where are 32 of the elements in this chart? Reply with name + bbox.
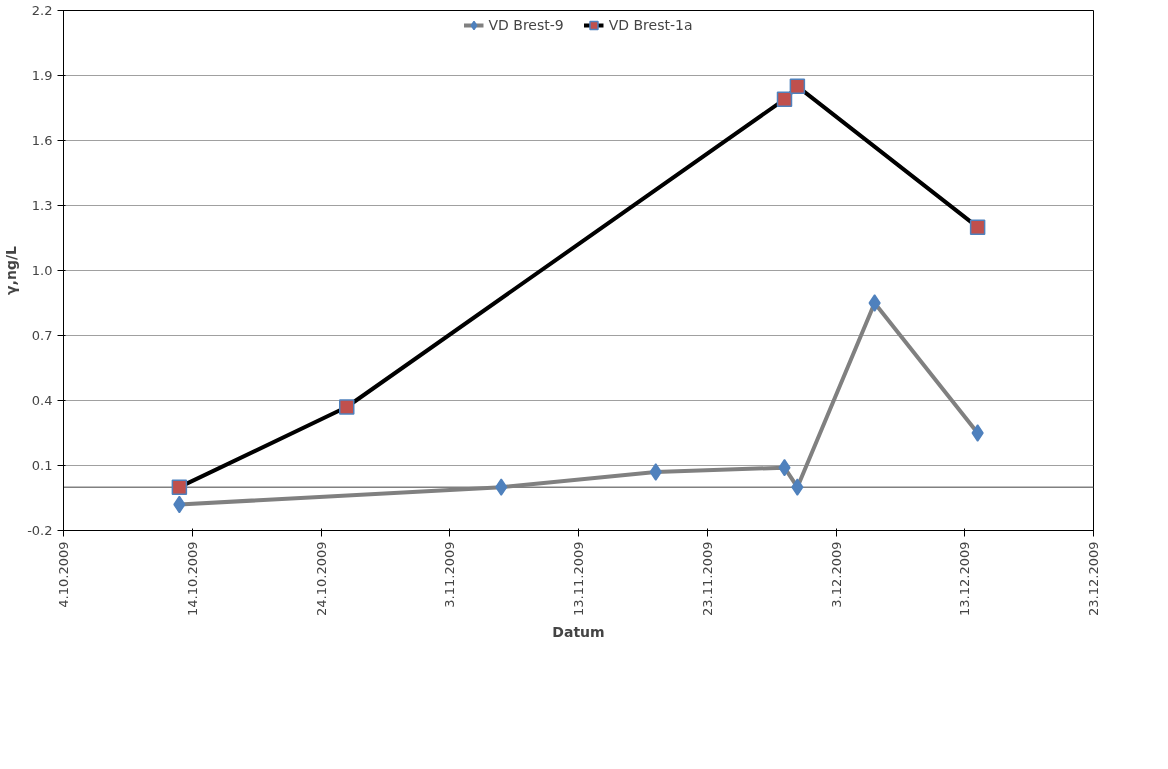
y-tick-label: 1.9 — [31, 68, 53, 83]
y-tick-label: 2.2 — [31, 3, 53, 18]
x-tick-label: 24.10.2009 — [313, 541, 329, 616]
x-tick-label: 14.10.2009 — [184, 541, 200, 616]
point — [776, 91, 793, 108]
legend-label: VD Brest-9 — [488, 17, 564, 33]
x-tick-label: 3.11.2009 — [442, 541, 458, 608]
y-tick-label: -0.2 — [27, 523, 53, 538]
y-tick-label: 0.1 — [31, 458, 53, 473]
point — [171, 479, 188, 495]
point — [789, 78, 806, 95]
point — [791, 478, 804, 496]
point — [495, 478, 508, 496]
x-tick-label: 23.11.2009 — [699, 541, 715, 616]
x-tick-label: 13.11.2009 — [571, 541, 586, 616]
point — [971, 424, 984, 442]
x-tick-label: 23.12.2009 — [1086, 541, 1101, 616]
legend-label: VD Brest-1a — [608, 17, 693, 33]
y-tick-label: 1.3 — [31, 198, 53, 213]
point — [649, 463, 662, 481]
x-tick-label: 3.12.2009 — [828, 541, 844, 608]
y-tick-label: 1.6 — [31, 133, 53, 148]
y-tick-label: 1.0 — [31, 263, 53, 278]
y-tick-label: 0.4 — [31, 393, 53, 408]
y-axis-title: γ,ng/L — [3, 245, 20, 295]
x-axis-title: Datum — [552, 623, 605, 640]
x-tick-label: 13.12.2009 — [957, 541, 973, 616]
point — [868, 294, 881, 312]
x-tick-label: 4.10.2009 — [56, 541, 71, 608]
y-tick-label: 0.7 — [31, 328, 53, 343]
point — [969, 219, 986, 235]
point — [339, 399, 355, 415]
